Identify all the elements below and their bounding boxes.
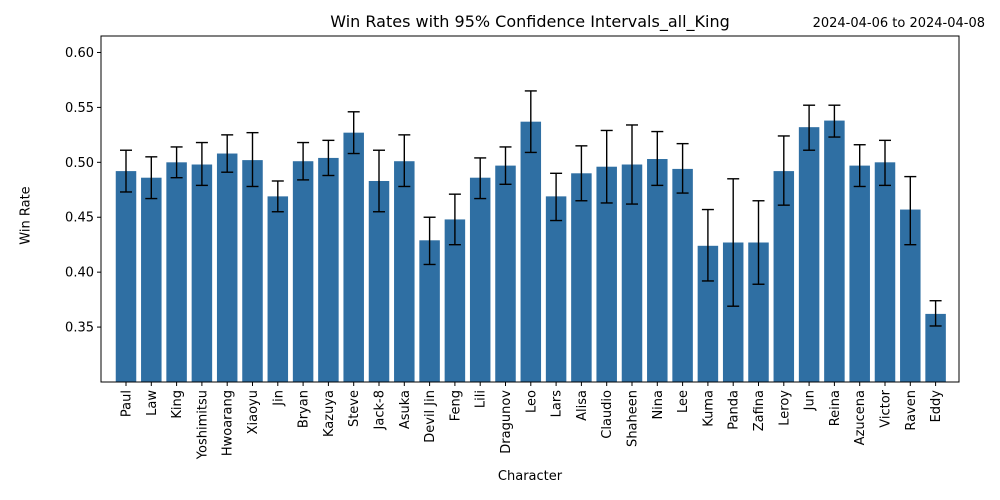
x-tick-label: Jack-8: [373, 390, 388, 430]
bar: [368, 180, 390, 382]
bar: [824, 120, 845, 382]
x-tick-label: Zafina: [752, 390, 767, 431]
x-tick-label: Victor: [879, 389, 894, 427]
bar: [141, 177, 162, 382]
bar: [874, 162, 896, 382]
bar: [697, 245, 719, 382]
x-tick-label: Hwoarang: [221, 390, 236, 456]
bar: [925, 313, 946, 382]
bar: [469, 177, 491, 382]
x-tick-label: Azucena: [853, 390, 868, 445]
bar: [216, 153, 238, 382]
axes-frame: [100, 35, 960, 383]
bar: [773, 171, 795, 382]
bar: [571, 173, 592, 382]
bar: [318, 157, 339, 382]
bar: [545, 196, 567, 382]
x-tick-label: Leroy: [777, 390, 792, 426]
chart-title: Win Rates with 95% Confidence Intervals_…: [330, 12, 730, 31]
bar: [672, 168, 693, 382]
x-tick-label: Bryan: [297, 390, 312, 428]
bar: [292, 161, 314, 382]
x-tick-label: Kazuya: [322, 390, 337, 437]
x-tick-label: Jun: [803, 390, 818, 411]
bar: [115, 171, 137, 382]
bar: [849, 165, 870, 382]
bar: [242, 160, 263, 382]
bar: [900, 209, 921, 382]
bar: [444, 219, 466, 382]
bar: [520, 121, 542, 383]
x-tick-label: Yoshimitsu: [195, 390, 210, 460]
y-tick-label: 0.35: [65, 321, 94, 336]
bar: [621, 164, 643, 382]
bar: [394, 161, 415, 382]
x-tick-label: Nina: [651, 390, 666, 420]
bar: [798, 127, 820, 382]
bar: [495, 165, 516, 382]
x-tick-label: King: [170, 390, 185, 419]
x-tick-label: Paul: [120, 390, 135, 417]
x-tick-label: Lili: [474, 390, 489, 408]
y-tick-label: 0.40: [65, 266, 94, 281]
bar: [191, 164, 213, 382]
x-tick-label: Steve: [347, 390, 362, 427]
bar: [267, 196, 289, 382]
x-tick-label: Jin: [271, 390, 286, 407]
x-tick-label: Feng: [448, 390, 463, 421]
x-tick-label: Reina: [828, 390, 843, 426]
x-tick-label: Xiaoyu: [246, 390, 261, 434]
x-tick-label: Dragunov: [499, 390, 514, 454]
bar: [596, 166, 617, 382]
x-tick-label: Claudio: [600, 390, 615, 439]
x-tick-label: Leo: [524, 390, 539, 413]
y-tick-label: 0.60: [65, 46, 94, 61]
x-tick-label: Asuka: [398, 390, 413, 429]
x-tick-label: Eddy: [929, 390, 944, 423]
y-tick-label: 0.50: [65, 156, 94, 171]
x-tick-label: Panda: [727, 390, 742, 430]
x-tick-label: Shaheen: [626, 390, 641, 447]
date-range-label: 2024-04-06 to 2024-04-08: [812, 16, 985, 31]
bar: [748, 242, 769, 382]
bar: [343, 132, 364, 382]
bar: [419, 240, 440, 382]
bar: [166, 162, 187, 382]
x-tick-label: Lee: [676, 390, 691, 413]
x-tick-label: Law: [145, 390, 160, 416]
x-tick-label: Raven: [904, 390, 919, 431]
bar: [647, 159, 668, 382]
y-tick-label: 0.45: [65, 211, 94, 226]
bar: [722, 242, 744, 382]
x-axis-label: Character: [497, 469, 563, 484]
x-tick-label: Alisa: [575, 390, 590, 421]
x-tick-label: Devil Jin: [423, 390, 438, 443]
x-tick-label: Lars: [550, 390, 565, 418]
y-tick-label: 0.55: [65, 101, 94, 116]
x-tick-label: Kuma: [701, 390, 716, 427]
